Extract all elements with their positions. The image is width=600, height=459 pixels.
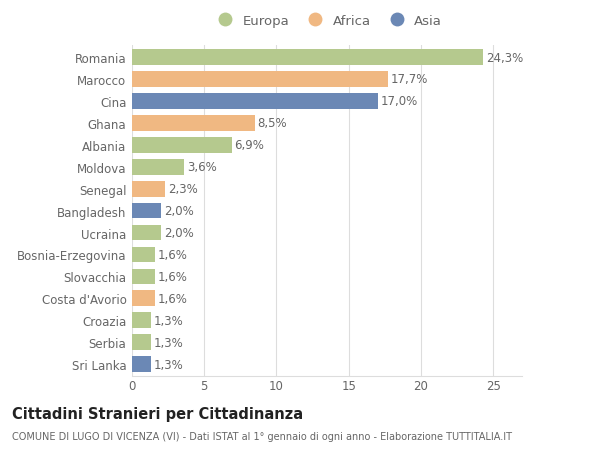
Text: Cittadini Stranieri per Cittadinanza: Cittadini Stranieri per Cittadinanza [12,406,303,421]
Legend: Europa, Africa, Asia: Europa, Africa, Asia [206,10,448,33]
Text: 1,3%: 1,3% [154,336,184,349]
Text: 2,0%: 2,0% [164,205,194,218]
Text: 1,6%: 1,6% [158,248,188,261]
Text: 1,3%: 1,3% [154,314,184,327]
Text: 8,5%: 8,5% [257,117,287,130]
Bar [132,203,161,219]
Bar [132,313,151,329]
Bar [132,72,388,88]
Text: 2,0%: 2,0% [164,227,194,240]
Text: 17,7%: 17,7% [391,73,428,86]
Text: 1,6%: 1,6% [158,292,188,305]
Bar [132,247,155,263]
Bar [132,225,161,241]
Bar [132,94,377,110]
Text: 1,6%: 1,6% [158,270,188,283]
Bar [132,269,155,285]
Text: 1,3%: 1,3% [154,358,184,371]
Bar [132,50,483,66]
Text: 17,0%: 17,0% [380,95,418,108]
Text: 3,6%: 3,6% [187,161,217,174]
Bar [132,138,232,153]
Bar [132,357,151,372]
Bar [132,116,255,131]
Text: 2,3%: 2,3% [168,183,198,196]
Bar [132,159,184,175]
Bar [132,291,155,307]
Text: 24,3%: 24,3% [486,51,523,64]
Text: COMUNE DI LUGO DI VICENZA (VI) - Dati ISTAT al 1° gennaio di ogni anno - Elabora: COMUNE DI LUGO DI VICENZA (VI) - Dati IS… [12,431,512,442]
Bar [132,335,151,350]
Text: 6,9%: 6,9% [235,139,265,152]
Bar [132,181,165,197]
